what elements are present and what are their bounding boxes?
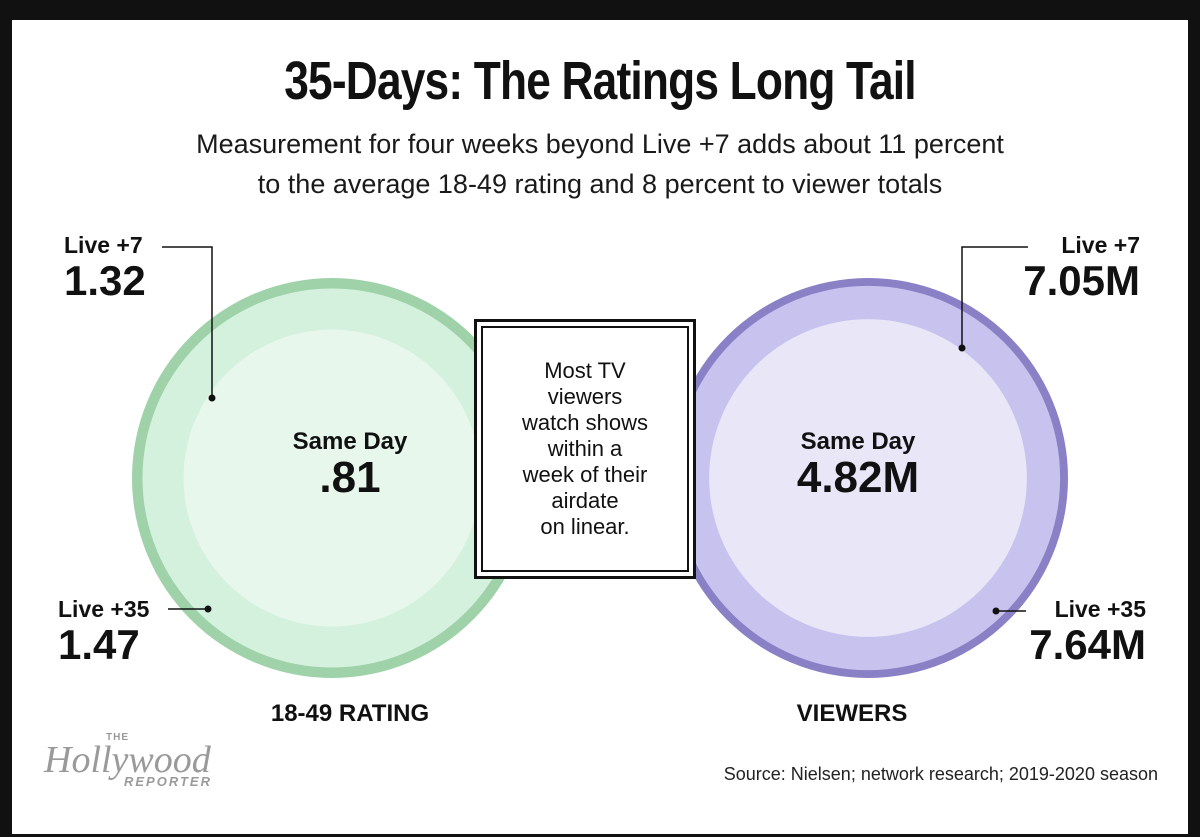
leader-lines	[162, 246, 1028, 615]
viewer-circles	[668, 278, 1068, 678]
viewers-live35-label: Live +35 7.64M	[1000, 596, 1146, 667]
callout-box: Most TV viewers watch shows within a week of…	[474, 319, 696, 579]
rating-live35-leader-dot	[204, 605, 212, 613]
callout-line-4: within a	[547, 436, 623, 461]
viewers-chart-label: VIEWERS	[796, 700, 908, 727]
viewers-live35-name: Live +35	[1054, 596, 1146, 622]
source-note: Source: Nielsen; network research; 2019-…	[723, 764, 1158, 784]
rating-live35-value: 1.47	[58, 621, 140, 668]
viewers-sameday-value: 4.82M	[796, 453, 920, 502]
viewers-live7-label: Live +7 7.05M	[1000, 232, 1140, 303]
viewers-live35-leader-dot	[992, 607, 1000, 615]
hollywood-reporter-logo: THE Hollywood REPORTER	[44, 732, 234, 802]
callout-line-3: watch shows	[522, 410, 648, 435]
logo-main: Hollywood	[44, 739, 211, 781]
callout-text: Most TV viewers watch shows within a week of…	[481, 326, 689, 572]
callout-line-7: on linear.	[540, 514, 630, 539]
rating-live7-label: Live +7 1.32	[64, 232, 146, 303]
callout-line-6: airdate	[551, 488, 619, 513]
rating-live35-name: Live +35	[58, 596, 150, 622]
viewers-live7-leader-dot	[958, 344, 966, 352]
rating-live7-leader	[162, 246, 213, 398]
callout-line-2: viewers	[547, 384, 623, 409]
logo-the: THE	[106, 732, 129, 743]
rating-circle-same-day	[183, 329, 481, 627]
subtitle-line-1: Measurement for four weeks beyond Live +…	[196, 129, 1004, 159]
rating-circles	[132, 278, 532, 678]
viewers-sameday-name: Same Day	[800, 428, 916, 455]
rating-live35-label: Live +35 1.47	[58, 596, 149, 667]
rating-live7-name: Live +7	[64, 232, 143, 258]
rating-sameday-value: .81	[319, 453, 381, 502]
viewers-live35-value: 7.64M	[1029, 621, 1146, 668]
rating-live7-value: 1.32	[64, 257, 146, 304]
subtitle-line-2: to the average 18-49 rating and 8 percen…	[257, 169, 943, 199]
rating-sameday-name: Same Day	[292, 428, 408, 455]
viewers-circle-same-day	[709, 319, 1027, 637]
logo-reporter: REPORTER	[124, 774, 212, 789]
rating-chart-label: 18-49 RATING	[270, 700, 430, 727]
viewers-live7-name: Live +7	[1061, 232, 1140, 258]
viewers-live7-leader	[961, 246, 1028, 348]
rating-live7-leader-dot	[208, 394, 216, 402]
viewers-sameday-label: Same Day 4.82M	[748, 428, 968, 500]
chart-subtitle: Measurement for four weeks beyond Live +…	[12, 124, 1188, 204]
callout-line-1: Most TV	[544, 358, 626, 383]
rating-sameday-label: Same Day .81	[250, 428, 450, 500]
viewers-live7-value: 7.05M	[1023, 257, 1140, 304]
callout-line-5: week of their	[522, 462, 648, 487]
chart-title: 35-Days: The Ratings Long Tail	[284, 51, 916, 111]
